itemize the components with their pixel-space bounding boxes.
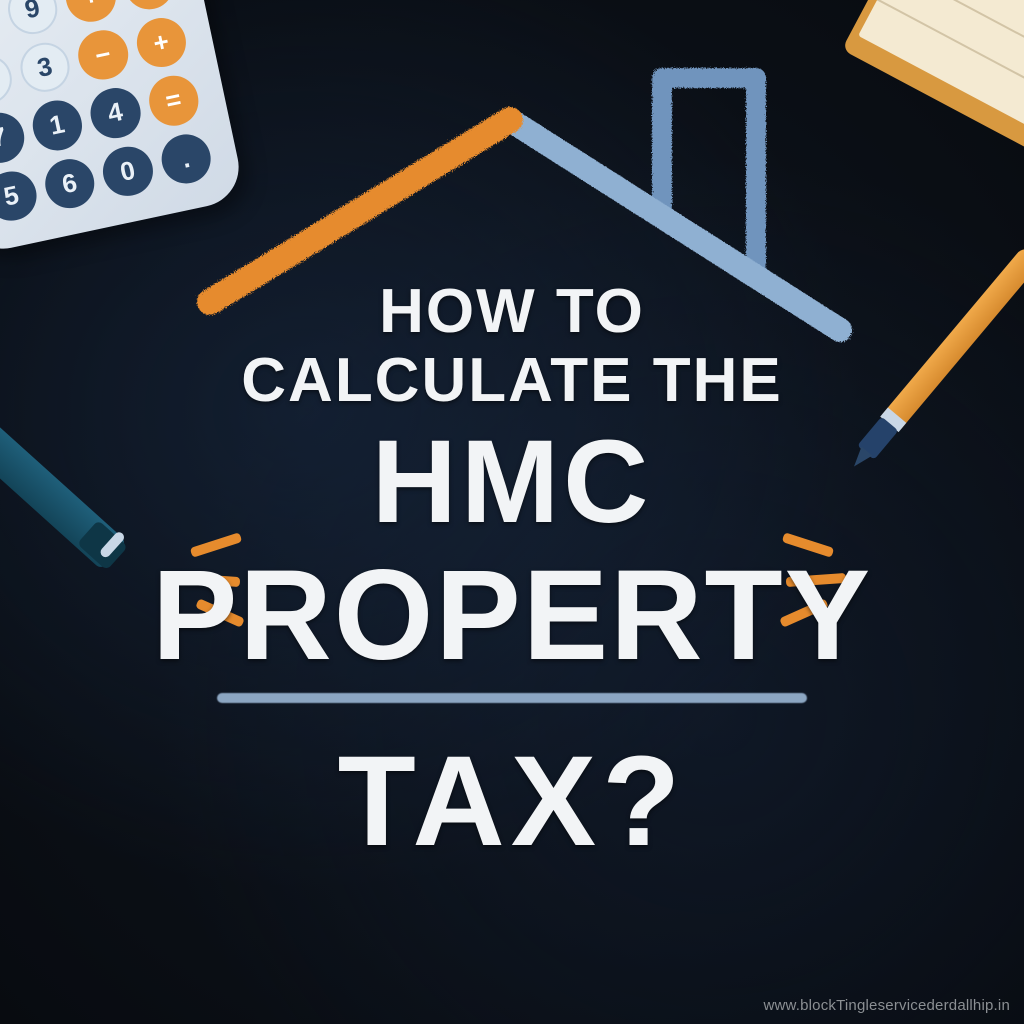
book-graphic [842,0,1024,153]
calculator-key: 4 [86,84,145,143]
headline-line-4: PROPERTY [0,551,1024,682]
calculator-graphic: 89÷× 23−+714= 560. [0,0,246,256]
calculator-key: 0 [98,142,157,201]
calculator-key: = [144,71,203,130]
headline-underline [217,693,807,703]
calculator-key: × [119,0,178,13]
calculator-key: 2 [0,50,16,109]
calculator-key: 5 [0,167,41,226]
calculator-key: . [157,129,216,188]
headline-line-3: HMC [0,422,1024,542]
calculator-key: − [74,25,133,84]
calculator-key: 8 [0,0,3,51]
headline-line-2: CALCULATE THE [0,349,1024,412]
watermark-text: www.blockTingleservicederdallhip.in [763,997,1010,1014]
headline-line-1: HOW TO [0,280,1024,343]
calculator-key: 7 [0,108,28,167]
calculator-key: 1 [28,96,87,155]
calculator-key: 3 [15,38,74,97]
headline: HOW TO CALCULATE THE HMC PROPERTY TAX? [0,280,1024,868]
calculator-key: 9 [3,0,62,38]
calculator-key: 6 [40,154,99,213]
headline-line-5: TAX? [0,737,1024,868]
calculator-key: ÷ [61,0,120,26]
calculator-key: + [132,13,191,72]
